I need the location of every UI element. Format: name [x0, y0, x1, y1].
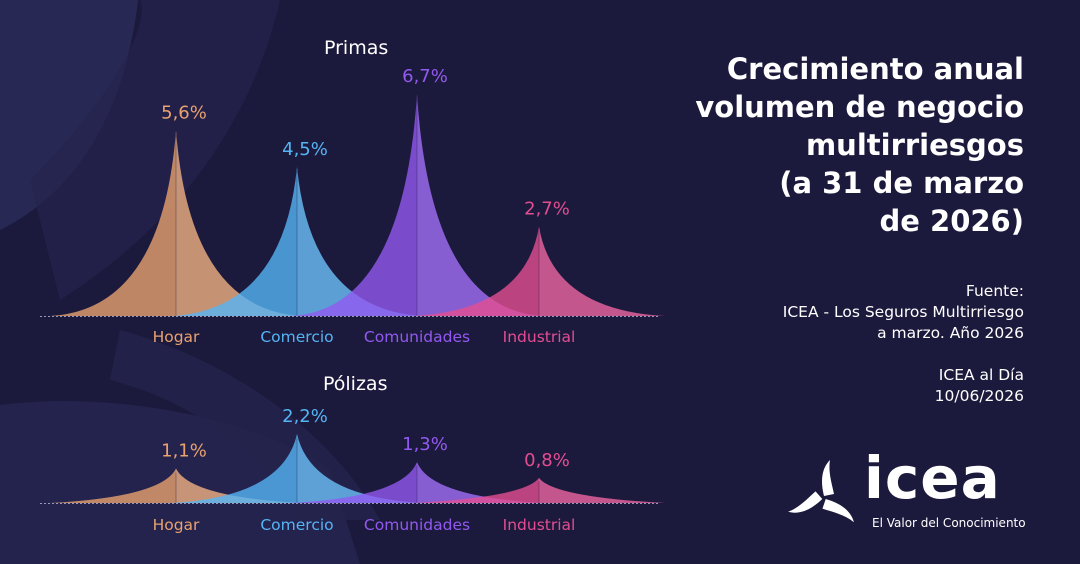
- peak-highlight: [417, 462, 543, 503]
- headline-line: de 2026): [879, 204, 1025, 238]
- value-label: 0,8%: [524, 450, 570, 471]
- peak-highlight: [539, 477, 665, 503]
- category-label: Hogar: [153, 328, 200, 346]
- headline: Crecimiento anual volumen de negocio mul…: [604, 50, 1024, 240]
- peak-shape: [50, 468, 302, 503]
- peak-highlight: [297, 433, 423, 503]
- peak-highlight: [176, 130, 302, 316]
- source-line: ICEA - Los Seguros Multirriesgo: [782, 303, 1024, 321]
- peak-highlight: [297, 167, 423, 316]
- peak-highlight: [176, 468, 302, 503]
- publication-note: ICEA al Día 10/06/2026: [724, 365, 1024, 407]
- value-label: 1,1%: [161, 440, 207, 461]
- value-label: 2,7%: [524, 199, 570, 220]
- source-line: a marzo. Año 2026: [877, 324, 1024, 342]
- value-label: 5,6%: [161, 103, 207, 124]
- category-label: Industrial: [503, 328, 576, 346]
- chart-title-primas: Primas: [324, 37, 389, 59]
- category-label: Comercio: [260, 328, 333, 346]
- peak-highlight: [539, 226, 665, 316]
- category-label: Comercio: [260, 516, 333, 534]
- logo-wordmark: icea: [864, 444, 1001, 512]
- peak-shape: [50, 130, 302, 316]
- triskelion-icon: [788, 460, 854, 523]
- headline-line: (a 31 de marzo: [779, 166, 1024, 200]
- headline-line: volumen de negocio: [695, 90, 1024, 124]
- category-label: Comunidades: [364, 328, 470, 346]
- value-label: 2,2%: [282, 406, 328, 427]
- category-label: Hogar: [153, 516, 200, 534]
- peak-highlight: [417, 94, 543, 316]
- source-note: Fuente: ICEA - Los Seguros Multirriesgo …: [664, 281, 1024, 344]
- headline-line: Crecimiento anual: [726, 52, 1024, 86]
- chart-title-polizas: Pólizas: [323, 373, 388, 395]
- category-label: Industrial: [503, 516, 576, 534]
- logo-tagline: El Valor del Conocimiento: [872, 516, 1026, 530]
- publication-line: 10/06/2026: [934, 387, 1024, 405]
- value-label: 6,7%: [402, 66, 448, 87]
- peak-shape: [171, 433, 423, 503]
- chart-panel: 5,6% Hogar 4,5% Comercio 6,7% Comunidades 2,7%…: [40, 66, 665, 346]
- peak-shape: [413, 477, 665, 503]
- peak-shape: [171, 167, 423, 316]
- peak-shape: [291, 94, 543, 316]
- value-label: 4,5%: [282, 139, 328, 160]
- peak-shape: [291, 462, 543, 503]
- source-line: Fuente:: [965, 282, 1024, 300]
- chart-panel: 1,1% Hogar 2,2% Comercio 1,3% Comunidades 0,8%…: [40, 406, 665, 534]
- icea-logo: icea El Valor del Conocimiento: [786, 444, 1046, 538]
- headline-line: multirriesgos: [805, 128, 1024, 162]
- category-label: Comunidades: [364, 516, 470, 534]
- value-label: 1,3%: [402, 434, 448, 455]
- publication-line: ICEA al Día: [938, 366, 1024, 384]
- peak-shape: [413, 226, 665, 316]
